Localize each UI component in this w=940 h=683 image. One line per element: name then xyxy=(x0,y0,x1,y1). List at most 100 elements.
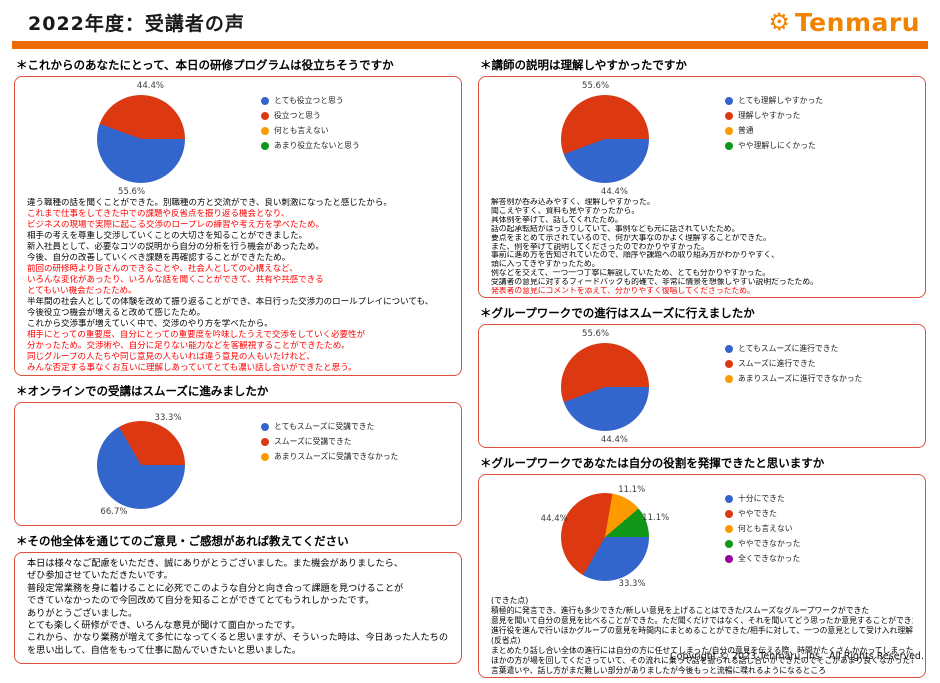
comment-line: (できた点) xyxy=(491,596,529,605)
comment-line: できていなかったので今回改めて自分を知ることができてとてもうれしかったです。 xyxy=(27,595,375,607)
legend-color-dot xyxy=(261,96,269,105)
comment-line: まとめたり話し合い全体の進行には自分の方に任せてしまった/自分の意見を伝える際、… xyxy=(491,646,913,655)
legend-color-dot xyxy=(725,494,733,503)
comment-line: 解答例が呑み込みやすく、理解しやすかった。 xyxy=(491,198,655,206)
legend-label: 理解しやすかった xyxy=(738,111,801,120)
logo-text: Tenmaru xyxy=(794,7,920,37)
pie-graphic xyxy=(97,95,185,183)
pie-percent-label: 44.4% xyxy=(600,187,628,198)
legend-item: あまり役立たないと思う xyxy=(261,140,360,151)
chart-online-smooth: 66.7% 33.3% とてもスムーズに受講できた スムーズに受講できた あまりスムー… xyxy=(25,407,451,523)
legend-label: 十分にできた xyxy=(738,494,785,503)
comment-line: 積極的に発言でき、進行も多少できた/新しい意見を上げることはできた/スムーズなグ… xyxy=(491,606,870,615)
chart-instructor-clarity: 44.4% 55.6% とても理解しやすかった 理解しやすかった 普通やや理解しにくか… xyxy=(489,81,915,197)
legend-label: 全くできなかった xyxy=(738,554,801,563)
legend-label: とても役立つと思う xyxy=(274,96,344,105)
section-program-useful: ＊これからのあなたにとって、本日の研修プログラムは役立ちそうですか 55.6% 4… xyxy=(14,55,462,376)
legend-color-dot xyxy=(261,111,269,120)
header: 2022年度：受講者の声 ⚙ Tenmaru xyxy=(0,0,940,39)
chart-groupwork-smooth: 44.4% 55.6% とてもスムーズに進行できた スムーズに進行できた あまりスムー… xyxy=(489,329,915,445)
legend-label: ややできた xyxy=(738,509,777,518)
pie-percent-label: 44.4% xyxy=(600,435,628,446)
legend-label: あまり役立たないと思う xyxy=(274,141,360,150)
comment-line: 分かったため。交渉術や、自分に足りない能力などを客観視することができたため。 xyxy=(27,341,350,351)
legend-groupwork-role: 十分にできた ややできた何とも言えないややできなかった 全くできなかった xyxy=(725,493,800,568)
comment-line: みんな否定する事なくお互いに理解しあっていてとても濃い話し合いができたと思う。 xyxy=(27,363,357,373)
section-instructor-clarity: ＊講師の説明は理解しやすかったですか 44.4% 55.6% とても理解しやすかっ… xyxy=(478,55,926,298)
comments-groupwork-role: (できた点) 積極的に発言でき、進行も多少できた/新しい意見を上げることはできた/… xyxy=(489,595,915,676)
comment-line: これから交渉事が増えていく中で、交渉のやり方を学べたから。 xyxy=(27,319,273,329)
section-box-online-smooth: 66.7% 33.3% とてもスムーズに受講できた スムーズに受講できた あまりスムー… xyxy=(14,402,462,526)
comment-line: これから、かなり業務が増えて多忙になってくると思いますが、そういった時は、今日あ… xyxy=(27,632,449,644)
pie-percent-label: 55.6% xyxy=(582,80,610,91)
comment-line: 頭に入ってきやすかったため。 xyxy=(491,260,600,269)
comment-line: 具体例を挙げて、話してくれたため。 xyxy=(491,215,623,224)
legend-item: ややできた xyxy=(725,508,800,519)
comment-line: 意見を聞いて自分の意見を比べることができた。ただ聞くだけではなく、それを聞いてど… xyxy=(491,616,913,625)
legend-color-dot xyxy=(725,524,733,533)
section-heading-groupwork-role: ＊グループワークであなたは自分の役割を発揮できたと思いますか xyxy=(480,456,825,470)
legend-item: スムーズに進行できた xyxy=(725,358,862,369)
legend-label: あまりスムーズに受講できなかった xyxy=(274,452,399,461)
section-overall-feedback: ＊その他全体を通じてのご意見・ご感想があれば教えてください 本日は様々なご配慮を… xyxy=(14,531,462,664)
comment-line: 半年間の社会人としての体験を改めて振り返ることができ、本日行った交渉力のロールプ… xyxy=(27,297,434,307)
pie-graphic xyxy=(97,421,185,509)
comments-program-useful: 違う職種の話を聞くことができた。別職種の方と交流ができ、良い刺激になったと感じた… xyxy=(25,197,451,374)
legend-label: ややできなかった xyxy=(738,539,801,548)
content: ＊これからのあなたにとって、本日の研修プログラムは役立ちそうですか 55.6% 4… xyxy=(0,55,940,683)
section-box-instructor-clarity: 44.4% 55.6% とても理解しやすかった 理解しやすかった 普通やや理解しにくか… xyxy=(478,76,926,298)
legend-label: あまりスムーズに進行できなかった xyxy=(738,374,863,383)
comment-line: を思い出して、自信をもって仕事に励んでいきたいと思いました。 xyxy=(27,644,301,656)
section-box-overall-feedback: 本日は様々なご配慮をいただき、誠にありがとうございました。また機会がありましたら… xyxy=(14,552,462,664)
section-heading-overall-feedback: ＊その他全体を通じてのご意見・ご感想があれば教えてください xyxy=(16,534,349,548)
comment-line: いろんな変化があったり、いろんな話を聞くことができて、共有や共感できる xyxy=(27,275,324,285)
legend-color-dot xyxy=(725,111,733,120)
legend-color-dot xyxy=(725,141,733,150)
comment-line: これまで仕事をしてきた中での課題や反省点を振り返る機会となり、 xyxy=(27,209,290,219)
section-heading-program-useful: ＊これからのあなたにとって、本日の研修プログラムは役立ちそうですか xyxy=(16,58,394,72)
legend-color-dot xyxy=(261,126,269,135)
legend-item: 何とも言えない xyxy=(725,523,800,534)
legend-label: 普通 xyxy=(738,126,754,135)
comment-line: 言葉遣いや、話し方がまだ難しい部分がありましたが今後もっと流暢に喋れるようになる… xyxy=(491,666,827,675)
comment-line: (反省点) xyxy=(491,636,521,645)
pie-chart-program-useful: 55.6% 44.4% xyxy=(61,81,221,197)
legend-color-dot xyxy=(725,554,733,563)
section-groupwork-smooth: ＊グループワークでの進行はスムーズに行えましたか 44.4% 55.6% とてもス… xyxy=(478,303,926,448)
legend-label: とても理解しやすかった xyxy=(738,96,824,105)
comment-line: とても楽しく研修ができ、いろんな意見が聞けて面白かったです。 xyxy=(27,620,301,632)
pie-percent-label: 55.6% xyxy=(118,187,146,198)
legend-item: 理解しやすかった xyxy=(725,110,823,121)
pie-percent-label: 55.6% xyxy=(582,328,610,339)
pie-percent-label: 11.1% xyxy=(642,513,670,524)
comment-line: 進行役を進んで行いほかグループの意見を時間内にまとめることができた/相手に対して… xyxy=(491,626,913,635)
pie-percent-label: 44.4% xyxy=(540,513,568,524)
comment-line: 話の起承転結がはっきりしていて、事例なども元に話されていたため。 xyxy=(491,224,740,233)
pie-percent-label: 33.3% xyxy=(618,578,646,589)
legend-color-dot xyxy=(725,509,733,518)
pie-chart-groupwork-smooth: 44.4% 55.6% xyxy=(525,329,685,445)
comment-line: 聞こえやすく、資料も見やすかったから。 xyxy=(491,206,640,215)
section-online-smooth: ＊オンラインでの受講はスムーズに進みましたか 66.7% 33.3% とてもスムー… xyxy=(14,381,462,526)
comment-line: 受講者の意見に対するフィードバックも的確で、非常に情景を想像しやすい説明だったた… xyxy=(491,278,818,287)
legend-item: 十分にできた xyxy=(725,493,800,504)
comment-line: 発表者の意見にコメントを添えて、分かりやすく復唱してくださったため。 xyxy=(491,287,755,296)
legend-label: 役立つと思う xyxy=(274,111,321,120)
comment-line: 違う職種の話を聞くことができた。別職種の方と交流ができ、良い刺激になったと感じた… xyxy=(27,198,392,208)
pie-percent-label: 66.7% xyxy=(100,506,128,517)
comment-line: 例などを交えて、一つ一つ丁寧に解説していたため、とても分かりやすかった。 xyxy=(491,269,771,278)
legend-groupwork-smooth: とてもスムーズに進行できた スムーズに進行できた あまりスムーズに進行できなかった xyxy=(725,343,862,388)
comment-line: 今後、自分の改善していくべき課題を再確認することができたため。 xyxy=(27,253,291,263)
comment-line: 普段定常業務を身に着けることに必死でこのような自分と向き合って課題を見つけること… xyxy=(27,582,404,594)
legend-item: 全くできなかった xyxy=(725,553,800,564)
legend-color-dot xyxy=(725,374,733,383)
legend-instructor-clarity: とても理解しやすかった 理解しやすかった 普通やや理解しにくかった xyxy=(725,95,823,155)
legend-label: やや理解しにくかった xyxy=(738,141,816,150)
comments-overall-feedback: 本日は様々なご配慮をいただき、誠にありがとうございました。また機会がありましたら… xyxy=(25,557,451,657)
pie-chart-online-smooth: 66.7% 33.3% xyxy=(61,407,221,523)
legend-item: 何とも言えない xyxy=(261,125,360,136)
comment-line: 新入社員として、必要なコツの説明から自分の分析を行う機会があったため。 xyxy=(27,242,324,252)
legend-color-dot xyxy=(261,437,269,446)
comment-line: ありがとうございました。 xyxy=(27,607,138,619)
legend-item: 普通 xyxy=(725,125,823,136)
